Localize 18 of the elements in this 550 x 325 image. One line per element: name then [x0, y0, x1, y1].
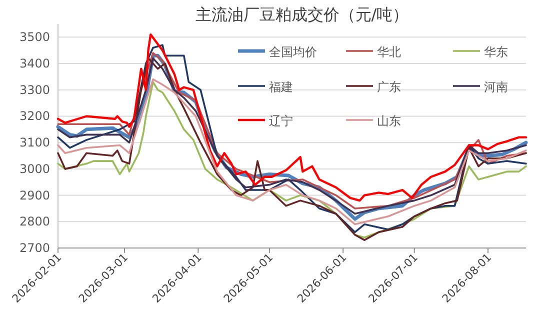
y-tick-label: 2800	[19, 214, 50, 229]
chart-title: 主流油厂豆粕成交价（元/吨）	[195, 5, 409, 24]
legend-label: 辽宁	[269, 114, 293, 128]
y-tick-label: 3300	[19, 82, 50, 97]
y-tick-label: 3200	[19, 109, 50, 124]
y-tick-label: 2700	[19, 241, 50, 255]
legend-label: 河南	[484, 80, 508, 94]
legend-label: 全国均价	[269, 45, 317, 59]
legend-label: 华东	[484, 45, 508, 59]
y-tick-label: 2900	[19, 188, 50, 202]
legend-label: 广东	[377, 80, 401, 94]
legend-label: 山东	[377, 114, 401, 128]
legend-label: 福建	[269, 80, 293, 94]
y-tick-label: 3100	[19, 136, 50, 150]
legend-label: 华北	[377, 45, 401, 59]
y-tick-label: 3500	[19, 30, 50, 44]
y-tick-label: 3000	[19, 162, 50, 176]
y-tick-label: 3400	[19, 56, 50, 71]
